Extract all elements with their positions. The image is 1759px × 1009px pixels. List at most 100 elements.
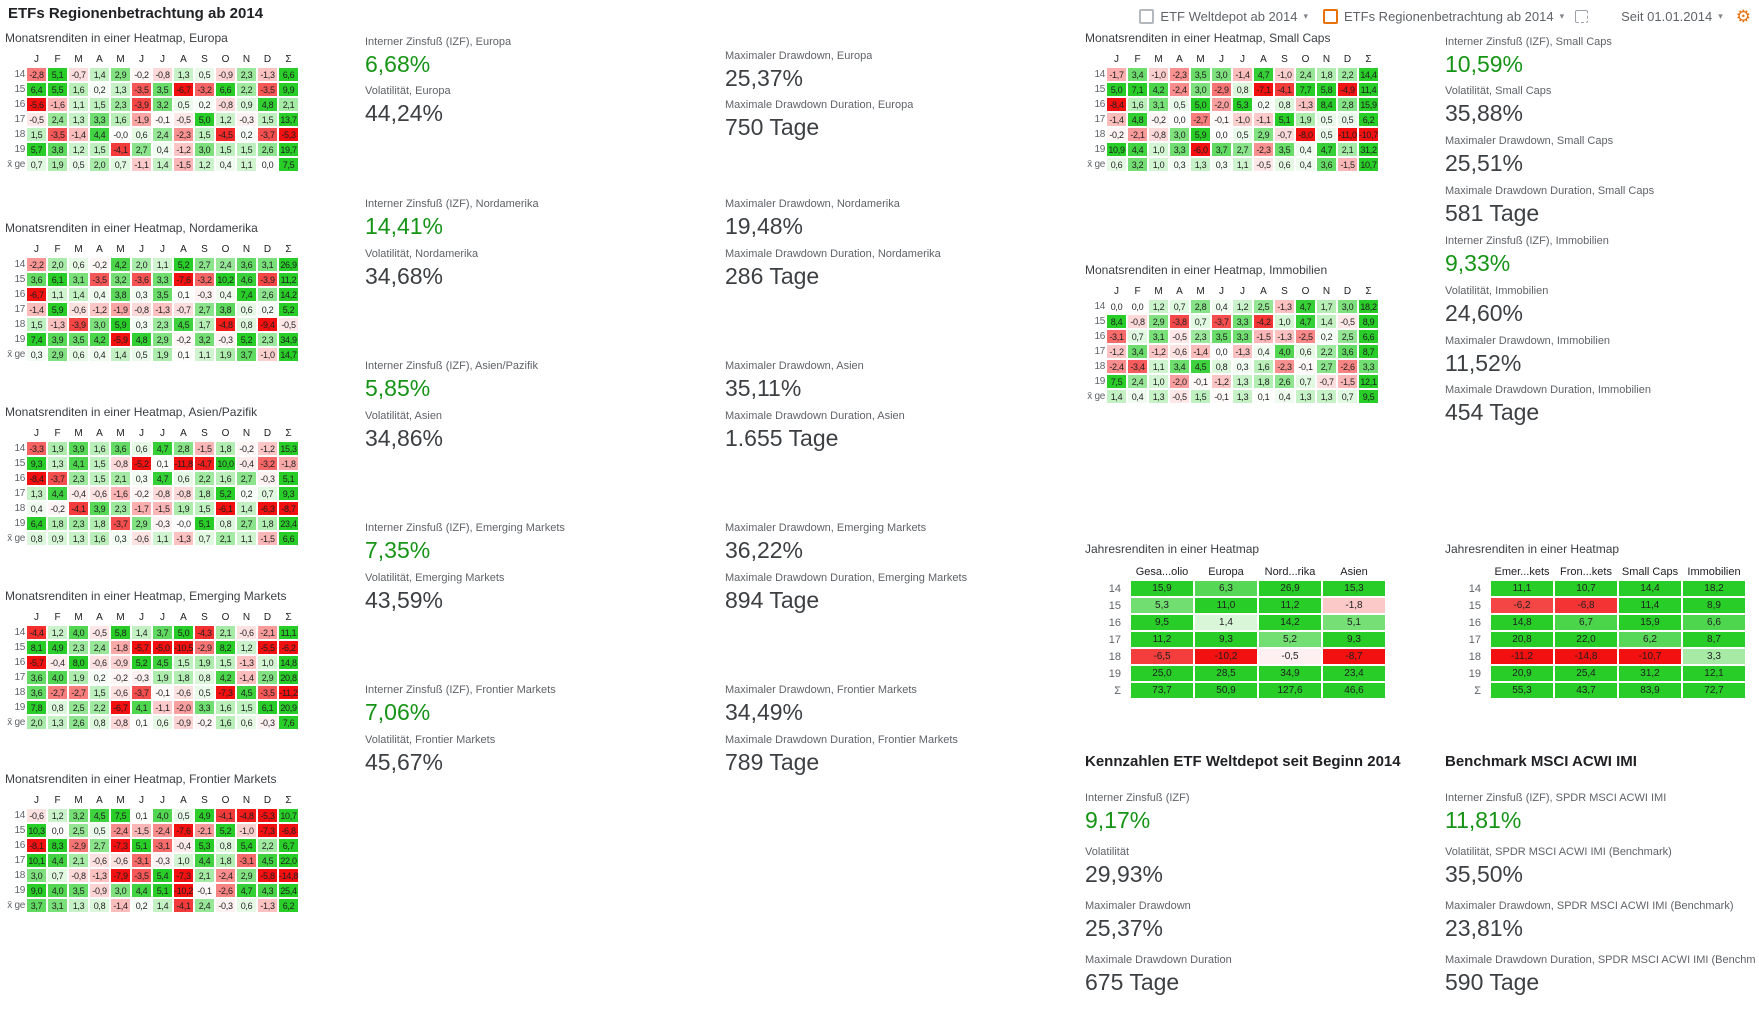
heatmap-cell: 0,6 <box>174 472 193 485</box>
kpi-vol-nordamerika: Volatilität, Nordamerika 34,68% <box>365 248 478 290</box>
heatmap-row-label: 19 <box>7 517 25 530</box>
heatmap-row-label: 14 <box>7 626 25 639</box>
heatmap-cell: -0,8 <box>216 98 235 111</box>
heatmap-cell: 2,6 <box>258 143 277 156</box>
chevron-down-icon[interactable]: ▾ <box>1559 10 1565 21</box>
heatmap-row-label: 17 <box>7 303 25 316</box>
heatmap-cell: 1,3 <box>27 487 46 500</box>
heatmap-cell: 83,9 <box>1619 683 1681 698</box>
heatmap-cell: 0,0 <box>1128 300 1147 313</box>
heatmap-cell: 3,5 <box>1191 68 1210 81</box>
heatmap-row-label: 15 <box>7 641 25 654</box>
tab-etfs-regionenbetrachtung[interactable]: ETFs Regionenbetrachtung ab 2014 ▾ <box>1323 8 1565 24</box>
heatmap-cell: -1,1 <box>1254 113 1273 126</box>
kpi-value: 1.655 Tage <box>725 425 839 451</box>
heatmap-col-header: D <box>263 612 272 623</box>
heatmap-cell: 0,6 <box>1275 158 1294 171</box>
heatmap-cell: 0,7 <box>48 869 67 882</box>
heatmap-cell: 0,4 <box>216 288 235 301</box>
heatmap-cell: 6,7 <box>1555 615 1617 630</box>
heatmap-row-label: 15 <box>7 824 25 837</box>
heatmap-cell: 1,9 <box>216 348 235 361</box>
heatmap-cell: -9,4 <box>258 318 277 331</box>
heatmap-col-header: N <box>242 54 251 65</box>
heatmap-cell: 1,6 <box>216 472 235 485</box>
tab-label: ETFs Regionenbetrachtung ab 2014 <box>1344 8 1554 24</box>
heatmap-title: Monatsrenditen in einer Heatmap, Europa <box>5 31 228 45</box>
heatmap-cell: 1,6 <box>216 716 235 729</box>
heatmap-cell: 4,7 <box>237 884 256 897</box>
heatmap-row-label: 19 <box>1087 143 1105 156</box>
heatmap-cell: 5,0 <box>1191 98 1210 111</box>
heatmap-cell: 0,1 <box>132 809 151 822</box>
heatmap-cell: 5,3 <box>195 839 214 852</box>
heatmap-cell: 0,8 <box>216 839 235 852</box>
heatmap-cell: 7,5 <box>111 809 130 822</box>
heatmap-col-header: M <box>1154 54 1163 65</box>
heatmap-cell: -4,1 <box>111 143 130 156</box>
heatmap-cell: 1,1 <box>1149 360 1168 373</box>
kpi-label: Maximale Drawdown Duration, Asien <box>725 410 905 422</box>
add-dashboard-icon[interactable] <box>1575 9 1589 23</box>
heatmap-cell: 0,2 <box>237 487 256 500</box>
heatmap-cell: -0,2 <box>90 258 109 271</box>
heatmap-cell: 19,7 <box>279 143 298 156</box>
heatmap-cell: 6,7 <box>279 839 298 852</box>
kpi-izf-benchmark: Interner Zinsfuß (IZF), SPDR MSCI ACWI I… <box>1445 792 1666 834</box>
heatmap-cell: 2,4 <box>195 899 214 912</box>
heatmap-cell: -0,1 <box>153 686 172 699</box>
heatmap-cell: 0,7 <box>1191 315 1210 328</box>
chevron-down-icon[interactable]: ▾ <box>1303 10 1309 21</box>
heatmap-cell: 4,5 <box>1191 360 1210 373</box>
kpi-value: 36,22% <box>725 537 804 563</box>
heatmap-cell: -5,2 <box>132 457 151 470</box>
heatmap-cell: -0,2 <box>237 442 256 455</box>
period-selector[interactable]: Seit 01.01.2014 ▾ <box>1621 9 1723 24</box>
heatmap-cell: -0,3 <box>153 854 172 867</box>
heatmap-cell: 1,6 <box>69 83 88 96</box>
heatmap-cell: -0,3 <box>132 671 151 684</box>
heatmap-row-label: Σ <box>1087 683 1129 698</box>
heatmap-cell: -0,9 <box>174 716 193 729</box>
heatmap-cell: 25,4 <box>279 884 298 897</box>
kpi-izf-frontier: Interner Zinsfuß (IZF), Frontier Markets… <box>365 684 556 726</box>
heatmap-cell: 4,7 <box>153 442 172 455</box>
heatmap-cell: -3,7 <box>1212 315 1231 328</box>
heatmap-cell: 0,6 <box>132 128 151 141</box>
heatmap-cell: 10,1 <box>27 854 46 867</box>
tab-etf-weltdepot[interactable]: ETF Weltdepot ab 2014 ▾ <box>1139 8 1309 24</box>
heatmap-col-header: D <box>1343 54 1352 65</box>
gear-icon[interactable]: ⚙ <box>1735 6 1751 26</box>
heatmap-cell: -0,5 <box>1338 315 1357 328</box>
heatmap-cell: 14,2 <box>279 288 298 301</box>
heatmap-col-header: Σ <box>285 795 292 806</box>
heatmap-cell: -0,2 <box>132 68 151 81</box>
heatmap-cell: 1,3 <box>1296 390 1315 403</box>
heatmap-title: Monatsrenditen in einer Heatmap, Asien/P… <box>5 405 258 419</box>
heatmap-cell: 8,7 <box>1359 345 1378 358</box>
heatmap-cell: 0,4 <box>90 348 109 361</box>
heatmap-cell: -6,5 <box>1131 649 1193 664</box>
heatmap-cell: -2,8 <box>27 68 46 81</box>
heatmap-table: Gesa...olio Europa Nord...rika Asien 14 15,9 6… <box>1085 562 1387 700</box>
heatmap-cell: 2,5 <box>69 701 88 714</box>
heatmap-cell: 3,4 <box>1170 360 1189 373</box>
heatmap-cell: 1,1 <box>195 348 214 361</box>
heatmap-cell: 0,4 <box>1212 300 1231 313</box>
heatmap-cell: 0,2 <box>258 303 277 316</box>
heatmap-cell: 3,5 <box>69 884 88 897</box>
heatmap-cell: 2,9 <box>48 348 67 361</box>
heatmap-cell: 1,2 <box>195 158 214 171</box>
heatmap-cell: -0,8 <box>1128 315 1147 328</box>
heatmap-cell: 1,6 <box>111 113 130 126</box>
heatmap-col-header: Immobilien <box>1687 565 1741 578</box>
heatmap-cell: 5,4 <box>153 869 172 882</box>
heatmap-cell: 4,0 <box>48 884 67 897</box>
heatmap-cell: 2,2 <box>258 839 277 852</box>
heatmap-jahres1: Jahresrenditen in einer Heatmap Gesa...ol… <box>1085 542 1387 700</box>
heatmap-cell: 10,7 <box>1555 581 1617 596</box>
heatmap-cell: 2,3 <box>258 333 277 346</box>
heatmap-col-header: N <box>242 795 251 806</box>
heatmap-cell: -1,4 <box>1233 68 1252 81</box>
heatmap-cell: -0,4 <box>237 457 256 470</box>
